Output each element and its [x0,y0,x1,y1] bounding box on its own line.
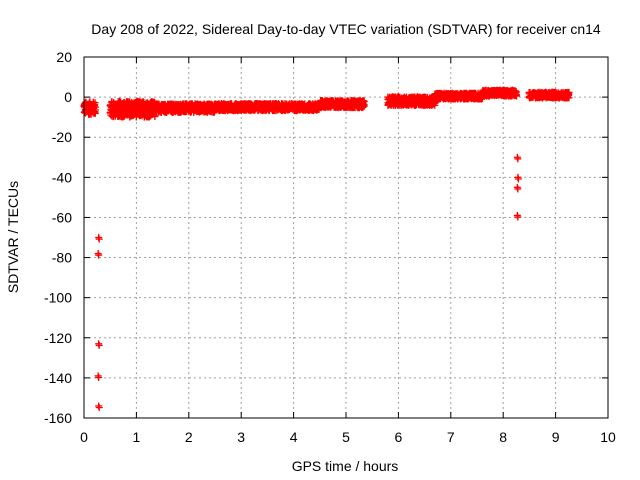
y-tick-label: 20 [56,49,72,65]
y-tick-label: -60 [52,209,72,225]
y-tick-label: -20 [52,129,72,145]
data-point-outlier [514,213,522,221]
x-tick-label: 5 [342,429,350,445]
y-tick-label: -40 [52,169,72,185]
x-tick-label: 0 [80,429,88,445]
data-point-outlier [95,341,103,349]
x-tick-label: 1 [133,429,141,445]
y-tick-label: -140 [44,370,72,386]
y-tick-label: -80 [52,250,72,266]
data-point-outlier [95,235,103,243]
data-point [91,103,99,111]
data-point-outlier [95,373,103,381]
x-tick-label: 10 [600,429,616,445]
x-tick-label: 8 [499,429,507,445]
x-tick-label: 7 [447,429,455,445]
data-point-outlier [95,404,103,412]
y-tick-label: -120 [44,330,72,346]
grid-lines [84,57,608,418]
chart-title: Day 208 of 2022, Sidereal Day-to-day VTE… [91,21,601,37]
x-tick-label: 4 [290,429,298,445]
x-tick-label: 3 [237,429,245,445]
data-point-outlier [95,251,103,259]
y-tick-label: 0 [64,89,72,105]
data-point-outlier [514,185,522,193]
y-axis-label: SDTVAR / TECUs [5,181,21,293]
y-tick-label: -160 [44,410,72,426]
data-points [80,86,573,412]
x-tick-label: 6 [395,429,403,445]
x-tick-label: 2 [185,429,193,445]
y-tick-label: -100 [44,290,72,306]
data-point-outlier [514,175,522,183]
x-tick-label: 9 [552,429,560,445]
data-point-outlier [514,155,522,163]
x-axis-label: GPS time / hours [292,458,399,474]
